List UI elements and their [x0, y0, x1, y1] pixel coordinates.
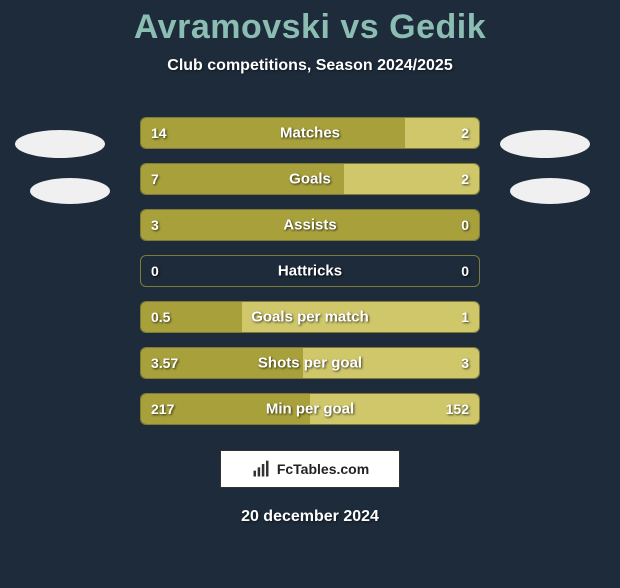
- stat-row: 217 152 Min per goal: [140, 393, 480, 425]
- stat-value-left: 3: [151, 217, 159, 233]
- stat-row: 3 0 Assists: [140, 209, 480, 241]
- stat-value-left: 0: [151, 263, 159, 279]
- stat-value-left: 7: [151, 171, 159, 187]
- date-label: 20 december 2024: [241, 508, 379, 526]
- stat-value-left: 217: [151, 401, 174, 417]
- page-title: Avramovski vs Gedik: [0, 8, 620, 47]
- team-logo-placeholder: [500, 130, 590, 158]
- stat-value-left: 14: [151, 125, 167, 141]
- team-logo-placeholder: [30, 178, 110, 204]
- stat-value-left: 3.57: [151, 355, 178, 371]
- stat-label: Goals: [289, 171, 331, 188]
- stat-value-left: 0.5: [151, 309, 170, 325]
- chart-icon: [251, 459, 271, 479]
- stat-row: 3.57 3 Shots per goal: [140, 347, 480, 379]
- stat-value-right: 2: [461, 125, 469, 141]
- team-logo-placeholder: [15, 130, 105, 158]
- stat-row: 7 2 Goals: [140, 163, 480, 195]
- source-badge[interactable]: FcTables.com: [220, 450, 400, 488]
- stat-label: Min per goal: [266, 401, 354, 418]
- stat-value-right: 3: [461, 355, 469, 371]
- stat-value-right: 1: [461, 309, 469, 325]
- stat-value-right: 152: [446, 401, 469, 417]
- stat-label: Assists: [283, 217, 336, 234]
- stat-bar-right: [344, 164, 479, 194]
- subtitle: Club competitions, Season 2024/2025: [0, 57, 620, 75]
- stat-row: 14 2 Matches: [140, 117, 480, 149]
- stat-label: Shots per goal: [258, 355, 362, 372]
- stat-row: 0 0 Hattricks: [140, 255, 480, 287]
- stat-value-right: 0: [461, 217, 469, 233]
- stat-label: Goals per match: [251, 309, 369, 326]
- stat-value-right: 2: [461, 171, 469, 187]
- stat-row: 0.5 1 Goals per match: [140, 301, 480, 333]
- team-logo-placeholder: [510, 178, 590, 204]
- stat-label: Matches: [280, 125, 340, 142]
- stat-value-right: 0: [461, 263, 469, 279]
- stat-label: Hattricks: [278, 263, 342, 280]
- source-label: FcTables.com: [277, 461, 369, 477]
- stat-bar-left: [141, 118, 405, 148]
